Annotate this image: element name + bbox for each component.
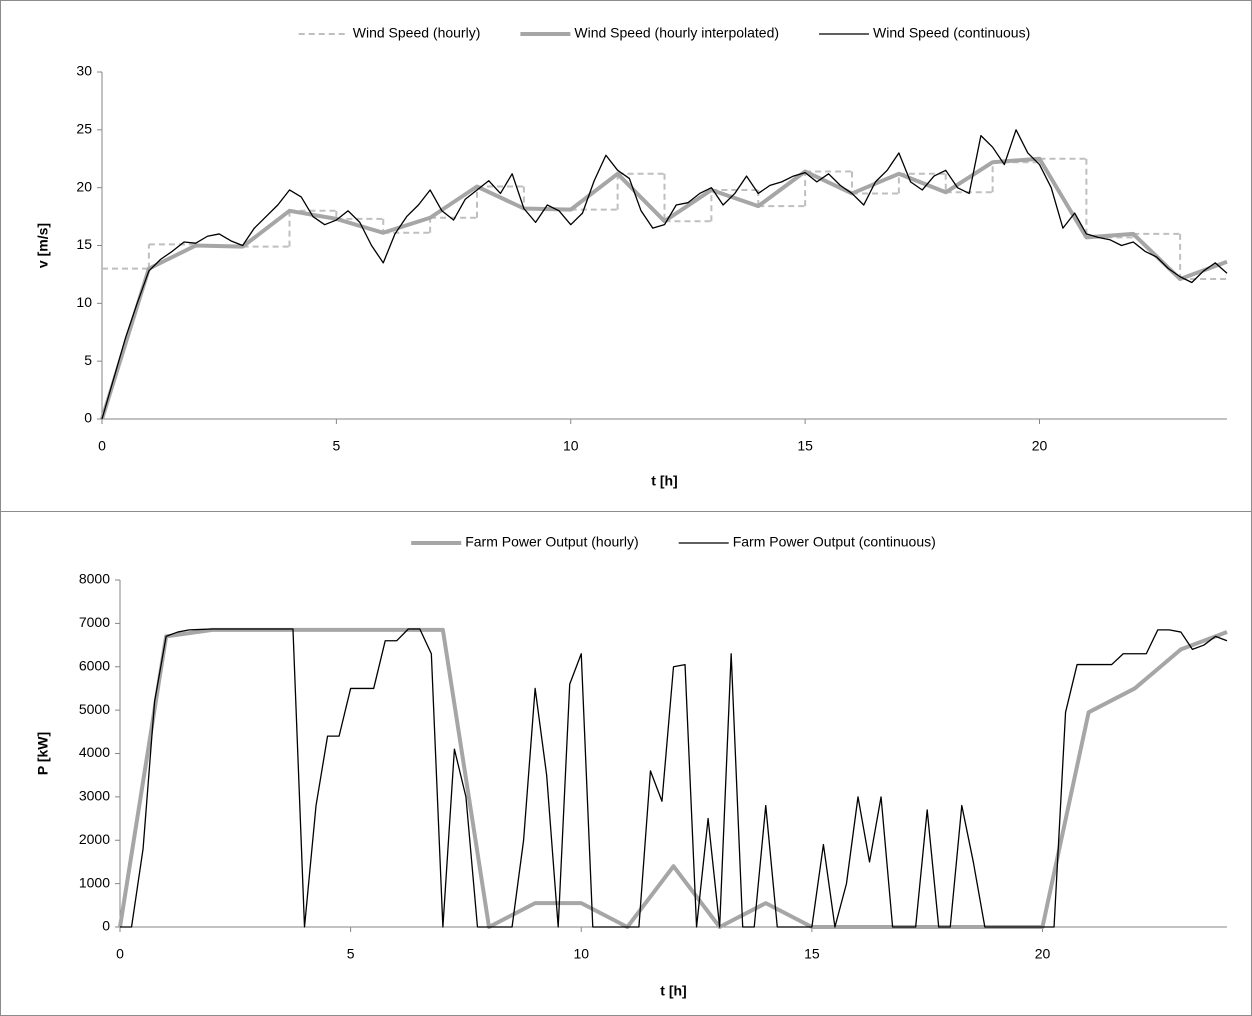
y-tick-label: 20 — [76, 178, 92, 194]
y-tick-label: 8000 — [79, 571, 110, 587]
y-axis-label: P [kW] — [35, 732, 51, 775]
y-tick-label: 10 — [76, 294, 92, 310]
x-tick-label: 5 — [332, 438, 340, 454]
series-line — [100, 156, 1228, 420]
y-tick-label: 2000 — [79, 831, 110, 847]
y-tick-label: 25 — [76, 121, 92, 137]
y-tick-label: 4000 — [79, 744, 110, 760]
y-tick-label: 0 — [84, 410, 92, 426]
panel-border — [0, 0, 1252, 512]
x-tick-label: 10 — [573, 946, 589, 962]
x-axis-label: t [h] — [660, 983, 686, 999]
x-tick-label: 15 — [804, 946, 820, 962]
legend-label: Wind Speed (continuous) — [873, 25, 1030, 41]
y-tick-label: 15 — [76, 236, 92, 252]
y-tick-label: 1000 — [79, 874, 110, 890]
legend-label: Farm Power Output (hourly) — [465, 534, 639, 550]
legend-label: Wind Speed (hourly interpolated) — [574, 25, 779, 41]
series-line — [118, 627, 1228, 929]
y-tick-label: 30 — [76, 63, 92, 79]
x-tick-label: 20 — [1032, 438, 1048, 454]
x-axis-label: t [h] — [651, 473, 677, 489]
legend-label: Wind Speed (hourly) — [353, 25, 481, 41]
x-tick-label: 5 — [347, 946, 355, 962]
y-tick-label: 3000 — [79, 788, 110, 804]
x-tick-label: 0 — [116, 946, 124, 962]
y-axis-label: v [m/s] — [35, 223, 51, 268]
series-line — [120, 628, 1228, 928]
x-tick-label: 10 — [563, 438, 579, 454]
series-line — [101, 129, 1228, 420]
y-tick-label: 0 — [102, 918, 110, 934]
y-tick-label: 5 — [84, 352, 92, 368]
y-tick-label: 5000 — [79, 701, 110, 717]
y-tick-label: 7000 — [79, 614, 110, 630]
y-tick-label: 6000 — [79, 657, 110, 673]
x-tick-label: 20 — [1035, 946, 1051, 962]
x-tick-label: 0 — [98, 438, 106, 454]
x-tick-label: 15 — [797, 438, 813, 454]
panel-border — [0, 511, 1252, 1016]
legend-label: Farm Power Output (continuous) — [733, 534, 936, 550]
